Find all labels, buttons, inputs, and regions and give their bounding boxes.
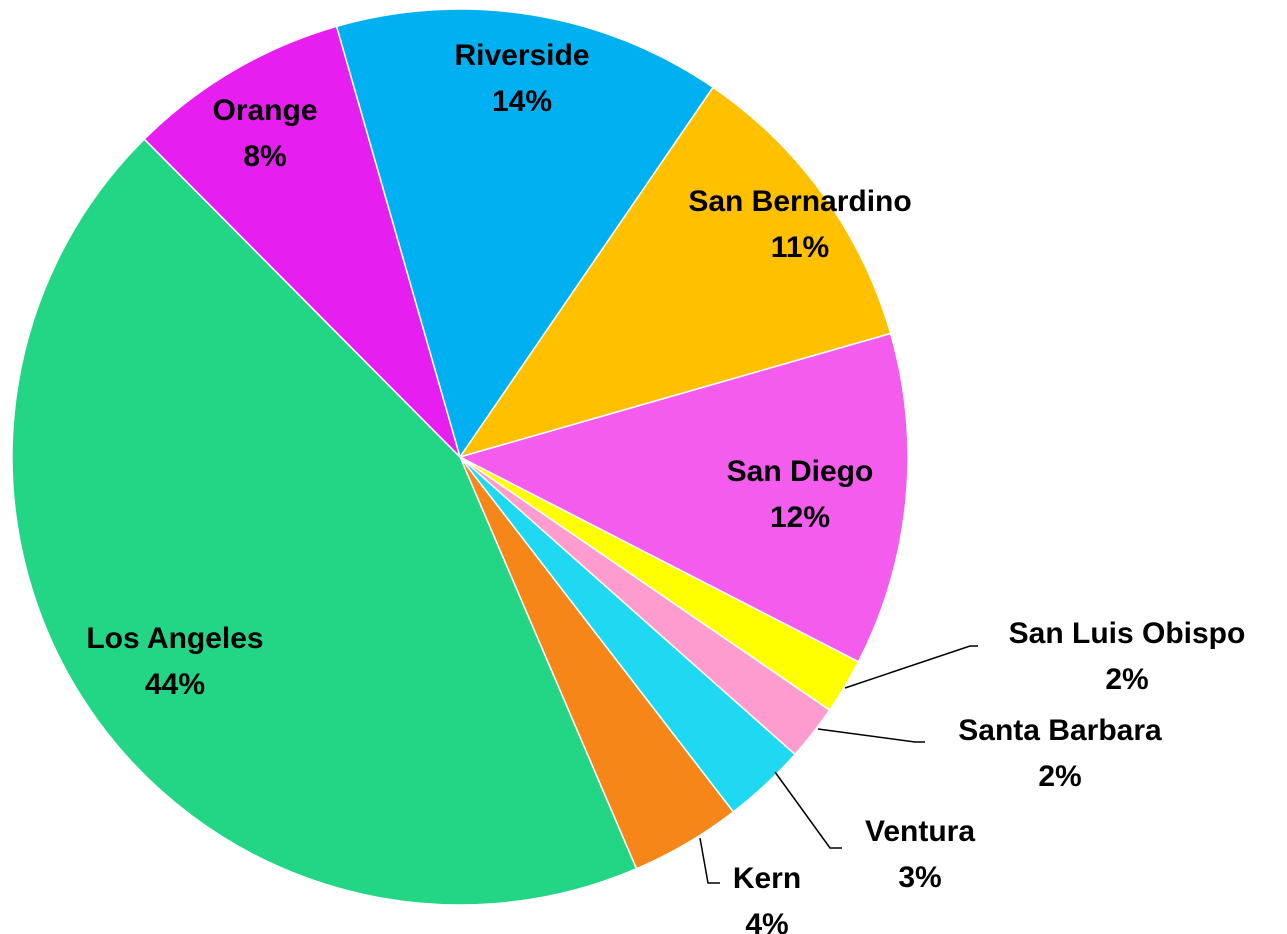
category-label: San Bernardino [688,185,911,218]
value-label: 12% [770,501,830,534]
pie-slice [335,8,715,459]
category-label: Orange [212,94,317,127]
value-label: 2% [1105,663,1148,696]
value-label: 8% [243,140,286,173]
value-label: 3% [898,861,941,894]
value-label: 44% [145,668,205,701]
leader-line [774,771,842,849]
value-label: 14% [492,85,552,118]
pie-slice [457,332,909,663]
value-label: 2% [1038,760,1081,793]
category-label: Los Angeles [86,622,263,655]
pie-slice [143,25,461,458]
category-label: Santa Barbara [958,714,1162,747]
leader-line [817,728,925,743]
leader-line [844,645,978,689]
category-label: Kern [733,862,801,895]
leader-line [699,837,720,884]
category-label: Riverside [454,39,589,72]
category-label: San Luis Obispo [1009,617,1246,650]
pie-slice [458,86,892,459]
pie-slice [11,138,638,906]
category-label: San Diego [727,455,874,488]
value-label: 11% [771,231,829,264]
category-label: Ventura [865,815,975,848]
value-label: 4% [745,908,788,934]
